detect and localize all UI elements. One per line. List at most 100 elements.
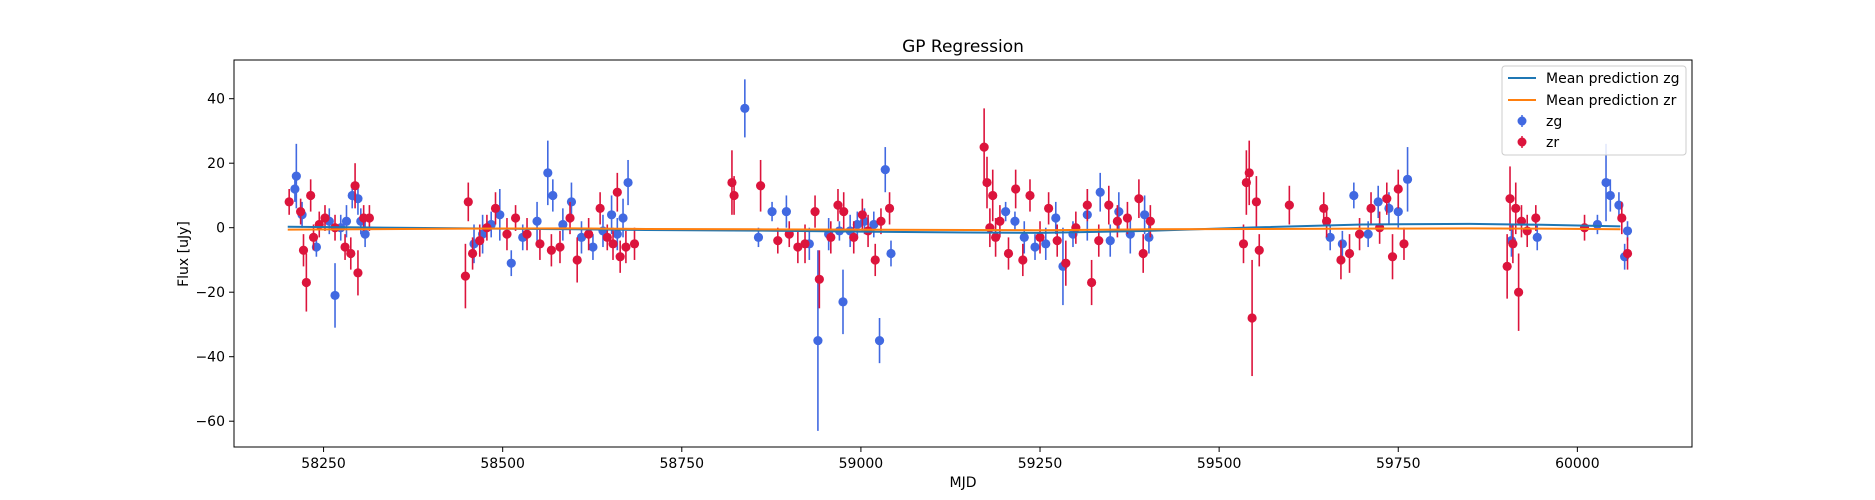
legend-swatch-zg xyxy=(1517,116,1527,126)
zr-point xyxy=(839,206,849,217)
y-tick-label: −20 xyxy=(195,285,225,301)
zr-point xyxy=(1336,255,1346,265)
zr-point xyxy=(1087,277,1097,288)
zg-point xyxy=(618,213,628,223)
zr-point xyxy=(1387,252,1398,262)
zr-point xyxy=(1238,239,1249,249)
zr-point xyxy=(1138,248,1148,259)
y-axis: −60 −40 −20 0 20 40 xyxy=(195,92,234,430)
legend-frame xyxy=(1501,65,1687,156)
zr-point xyxy=(1399,239,1409,249)
zg-point xyxy=(291,171,301,181)
zr-point xyxy=(572,255,582,265)
zr-point xyxy=(615,252,625,262)
series-zr xyxy=(284,108,1633,377)
legend-swatch-zr xyxy=(1517,137,1527,147)
zg-point xyxy=(1010,216,1020,226)
zg-point xyxy=(548,190,558,201)
zr-point xyxy=(467,248,478,259)
zg-point xyxy=(869,219,879,230)
zr-point xyxy=(629,239,640,249)
zg-point xyxy=(767,206,777,217)
zr-point xyxy=(988,190,998,201)
zr-point xyxy=(810,206,820,217)
legend-entry-mean-zr: Mean prediction zr xyxy=(1546,93,1677,109)
zr-point xyxy=(857,210,867,220)
y-tick-label: 0 xyxy=(216,221,225,237)
zr-point xyxy=(833,200,843,210)
zr-point xyxy=(350,181,360,191)
legend-entry-mean-zg: Mean prediction zg xyxy=(1546,71,1680,87)
zg-point xyxy=(874,335,885,346)
zr-point xyxy=(296,206,306,217)
zr-point xyxy=(621,242,631,252)
zr-point xyxy=(510,213,521,223)
zr-point xyxy=(1254,245,1264,255)
x-tick-label: 60000 xyxy=(1555,456,1600,472)
line-mean-prediction-zr xyxy=(287,227,1621,232)
zg-point xyxy=(1051,213,1061,223)
zr-point xyxy=(1579,223,1590,233)
zg-point xyxy=(290,184,300,194)
zr-point xyxy=(502,229,512,239)
zr-point xyxy=(755,181,766,191)
x-tick-label: 59500 xyxy=(1197,456,1242,472)
zg-point xyxy=(1030,242,1040,252)
zg-point xyxy=(1325,232,1335,242)
zg-point xyxy=(813,335,823,346)
zr-point xyxy=(884,203,895,213)
zr-point xyxy=(1322,216,1332,226)
zr-point xyxy=(1003,248,1014,259)
zr-point xyxy=(990,232,1001,242)
zg-point xyxy=(740,103,750,113)
zr-point xyxy=(1104,200,1114,210)
zr-point xyxy=(1112,216,1122,226)
zg-point xyxy=(1605,190,1615,201)
zr-point xyxy=(612,187,622,197)
zg-point xyxy=(886,248,896,259)
zg-point xyxy=(360,229,370,239)
zg-point xyxy=(1019,232,1029,242)
zg-point xyxy=(1095,187,1105,197)
x-tick-label: 58250 xyxy=(301,456,346,472)
y-tick-label: −60 xyxy=(195,414,225,430)
y-tick-label: −40 xyxy=(195,350,225,366)
zr-point xyxy=(982,177,992,188)
axes-frame xyxy=(233,59,1693,448)
zr-point xyxy=(849,232,859,242)
zr-point xyxy=(1366,203,1376,213)
x-tick-label: 58750 xyxy=(660,456,705,472)
legend: Mean prediction zg Mean prediction zr zg… xyxy=(1501,65,1687,156)
zr-point xyxy=(1018,255,1028,265)
zg-point xyxy=(506,258,516,268)
zg-point xyxy=(623,177,633,188)
zr-point xyxy=(1514,287,1524,297)
zr-point xyxy=(298,245,309,255)
legend-entry-zr: zr xyxy=(1546,135,1559,151)
zr-point xyxy=(340,242,350,252)
x-axis: 58250 58500 58750 59000 59250 59500 59750 60000 xyxy=(301,447,1600,472)
zg-point xyxy=(1144,232,1154,242)
zr-point xyxy=(284,197,294,207)
zr-point xyxy=(1617,213,1627,223)
zr-point xyxy=(1035,232,1045,242)
zr-point xyxy=(346,248,356,259)
zg-point xyxy=(1601,177,1611,188)
zr-point xyxy=(826,232,836,242)
zg-point xyxy=(495,210,505,220)
zr-point xyxy=(995,216,1005,226)
zg-point xyxy=(341,216,352,226)
zr-point xyxy=(475,236,485,246)
zg-point xyxy=(781,206,791,217)
zg-point xyxy=(588,242,598,252)
zg-point xyxy=(1105,236,1115,246)
zr-point xyxy=(1505,194,1515,204)
zg-point xyxy=(753,232,764,242)
zg-point xyxy=(838,297,848,307)
zg-point xyxy=(880,165,890,175)
zr-point xyxy=(301,277,311,288)
zr-point xyxy=(729,190,739,201)
legend-entry-zg: zg xyxy=(1546,114,1562,130)
zr-point xyxy=(876,216,886,226)
zr-point xyxy=(1044,203,1054,213)
